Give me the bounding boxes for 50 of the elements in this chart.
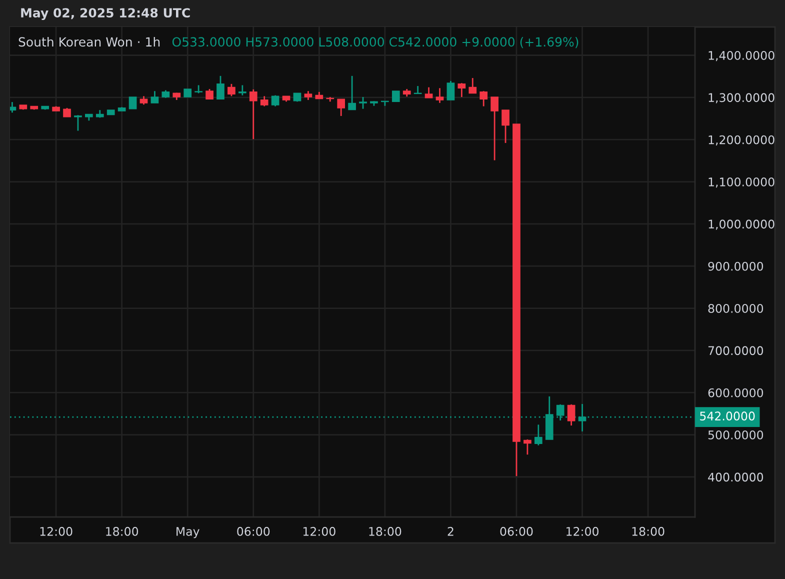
candlestick (446, 80, 455, 101)
y-tick-label: 400.0000 (708, 472, 764, 482)
text: May 02, 2025 12:48 UTC (21, 8, 190, 20)
y-tick-label: 1,000.0000 (708, 220, 774, 230)
candlestick (436, 87, 444, 104)
candlestick (359, 96, 367, 110)
candlestick (150, 90, 159, 104)
candlestick (490, 96, 498, 161)
text: O533.0000 H573.0000 L508.0000 C542.0000 +9.0000 (+1.69%) (172, 36, 578, 48)
candlestick (524, 438, 532, 456)
y-tick-label: 700.0000 (708, 346, 764, 356)
x-tick-label: May (176, 527, 200, 538)
y-tick-label: 1,400.0000 (708, 50, 774, 62)
x-tick-label: 12:00 (566, 526, 598, 536)
x-tick-label: 2 (448, 526, 454, 536)
x-tick-label: 12:00 (40, 526, 72, 536)
y-tick-label: 600.0000 (708, 388, 764, 398)
y-tick-label: 1,100.0000 (708, 177, 774, 188)
candlestick (502, 109, 510, 144)
candlestick (534, 424, 542, 446)
x-tick-label: 18:00 (106, 526, 138, 536)
candlestick (74, 114, 82, 132)
candlestick (480, 90, 488, 107)
candlestick (216, 75, 224, 100)
x-tick-label: 06:00 (237, 526, 270, 536)
x-tick-label: 18:00 (369, 526, 402, 536)
candlestick (260, 95, 268, 107)
y-tick-label: 800.0000 (708, 304, 764, 313)
y-tick-label: 500.0000 (708, 430, 764, 440)
candlestick (228, 83, 236, 97)
candlestick (392, 90, 400, 102)
candlestick (238, 84, 246, 96)
x-tick-label: 06:00 (500, 526, 533, 536)
candlestick (128, 96, 137, 110)
y-tick-label: 1,300.0000 (708, 93, 774, 104)
x-tick-label: 12:00 (303, 526, 336, 536)
candlestick (468, 77, 477, 94)
candlestick (249, 88, 258, 140)
text: South Korean Won · 1h (18, 36, 160, 47)
candlestick (206, 88, 214, 100)
candlestick (424, 86, 433, 99)
candlestick (578, 403, 586, 432)
y-tick-label: 1,200.0000 (708, 135, 774, 146)
candlestick (567, 404, 576, 426)
y-tick-label: 900.0000 (708, 262, 764, 271)
candlestick (337, 98, 346, 117)
candlestick (458, 82, 466, 98)
candlestick (348, 75, 356, 110)
ref-line-label: 542.0000 (700, 412, 755, 420)
x-tick-label: 18:00 (632, 526, 664, 536)
